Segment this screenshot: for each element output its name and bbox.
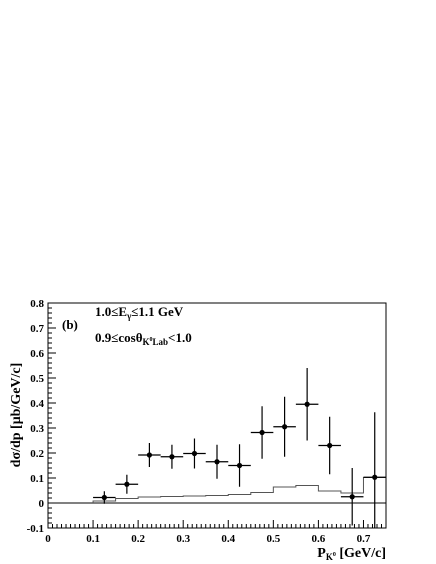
point-marker — [349, 494, 355, 500]
data-point — [273, 396, 296, 457]
x-tick-label: 0.1 — [86, 533, 100, 545]
point-marker — [214, 459, 220, 465]
x-tick-label: 0.3 — [176, 533, 190, 545]
y-tick-label: 0.8 — [30, 298, 44, 310]
data-point — [295, 368, 319, 441]
axes: 0 0.1 0.2 0.3 0.4 0.5 0.6 0.7-0.100.10.20.30.40… — [27, 298, 387, 545]
data-point — [183, 438, 206, 469]
histogram-layer — [92, 477, 386, 503]
point-marker — [304, 401, 310, 407]
data-point — [160, 444, 184, 469]
data-point — [250, 406, 274, 459]
x-tick-label: 0.2 — [131, 533, 145, 545]
data-point — [228, 444, 251, 487]
point-marker — [282, 424, 288, 430]
y-tick-label: 0.7 — [30, 323, 44, 335]
y-tick-label: 0.2 — [30, 448, 44, 460]
energy-annotation: 1.0≤Eγ≤1.1 GeV — [95, 304, 184, 321]
y-tick-label: 0 — [39, 498, 45, 510]
y-tick-label: 0.6 — [30, 348, 44, 360]
point-marker — [327, 442, 333, 449]
point-marker — [124, 481, 130, 487]
points-layer — [93, 368, 386, 528]
data-point — [318, 416, 341, 475]
y-tick-label: -0.1 — [27, 523, 44, 535]
y-tick-label: 0.5 — [30, 373, 44, 385]
point-marker — [101, 494, 107, 501]
point-marker — [259, 429, 265, 436]
panel-label: (b) — [62, 317, 78, 332]
y-tick-label: 0.1 — [30, 473, 44, 485]
x-tick-label: 0.4 — [221, 533, 235, 545]
x-tick-label: 0.6 — [312, 533, 326, 545]
point-marker — [191, 450, 198, 457]
angle-annotation: 0.9≤cosθK0Lab<1.0 — [95, 330, 192, 347]
y-tick-label: 0.3 — [30, 423, 44, 435]
data-point — [93, 491, 116, 504]
x-axis-title: PK0 [GeV/c] — [317, 546, 386, 562]
point-marker — [372, 474, 378, 480]
data-point — [340, 468, 364, 526]
point-marker — [236, 462, 243, 469]
data-point — [205, 444, 229, 479]
data-point — [363, 412, 386, 528]
plot-frame — [47, 302, 387, 529]
data-point — [115, 474, 139, 494]
data-point — [138, 443, 161, 467]
histogram-series — [92, 477, 386, 503]
x-tick-label: 0 — [45, 533, 51, 545]
x-tick-label: 0.7 — [357, 533, 371, 545]
point-marker — [146, 452, 152, 458]
x-tick-label: 0.5 — [266, 533, 280, 545]
y-tick-label: 0.4 — [30, 398, 44, 410]
y-axis-title: dσ/dp [μb/GeV/c] — [9, 363, 24, 468]
point-marker — [169, 454, 175, 460]
